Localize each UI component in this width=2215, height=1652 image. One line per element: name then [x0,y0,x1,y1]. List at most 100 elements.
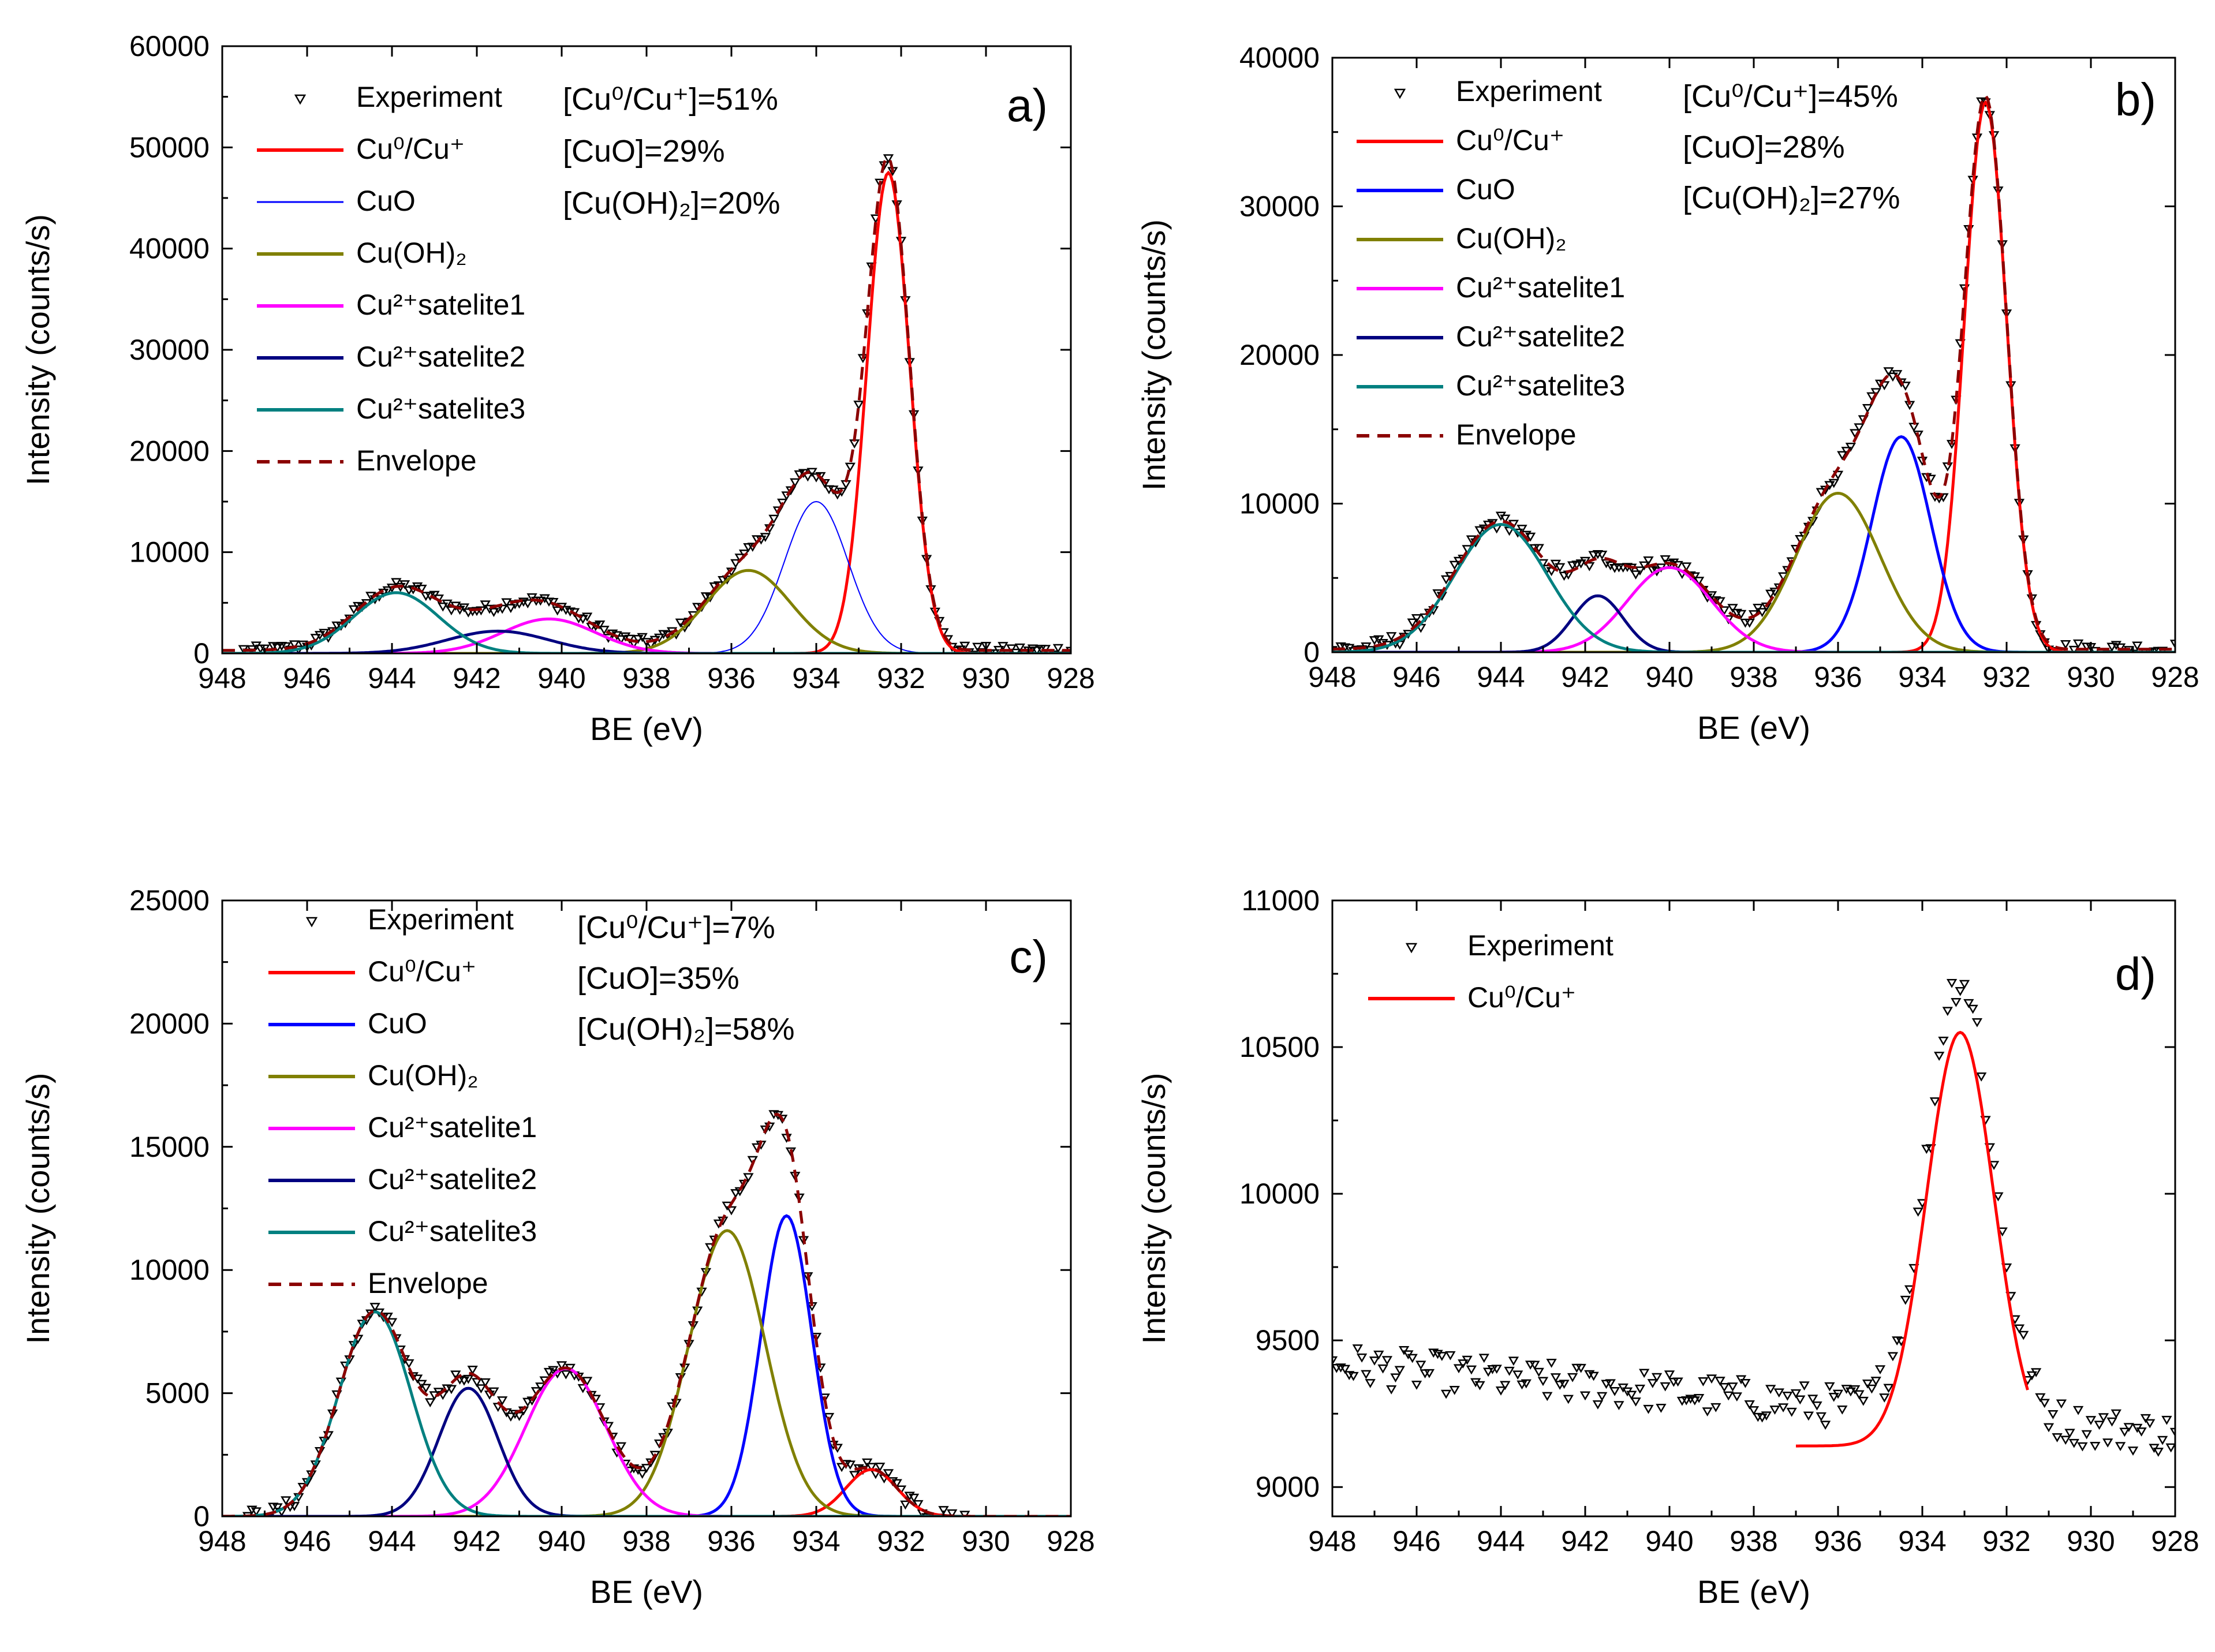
envelope-curve [222,1113,1071,1516]
experiment-point [2039,1399,2050,1408]
experiment-point [1445,1351,1456,1361]
x-tick-label: 936 [1814,1525,1862,1557]
experiment-point [1613,1401,1624,1410]
experiment-point [1458,1359,1469,1369]
experiment-point [1449,560,1460,570]
experiment-point [408,1372,419,1381]
experiment-point [2035,1393,2046,1403]
x-tick-label: 934 [792,1525,840,1557]
experiment-point [1474,526,1485,536]
x-tick-label: 948 [1308,661,1356,693]
experiment-point [1913,1208,1923,1217]
experiment-point [1807,1395,1818,1404]
experiment-point [1710,1403,1721,1412]
experiment-point [1777,1403,1789,1412]
experiment-point [577,615,588,624]
experiment-point [1971,1018,1983,1027]
experiment-point [1651,1373,1663,1382]
legend-entry: Cu²⁺satelite2 [356,341,525,373]
experiment-point [615,635,627,645]
experiment-point [1466,1365,1477,1375]
experiment-point [1542,1392,1553,1401]
experiment-point [1693,577,1705,586]
x-tick-label: 936 [707,662,755,694]
experiment-point [2072,639,2084,649]
x-tick-label: 936 [1814,661,1862,693]
experiment-point [1870,388,1881,398]
experiment-point [2052,1433,2063,1442]
experiment-point [1407,618,1418,628]
y-tick-label: 15000 [129,1131,210,1163]
experiment-point [1845,443,1857,452]
experiment-point [853,401,864,410]
experiment-point [2081,1430,2092,1440]
experiment-point [1715,1377,1725,1386]
experiment-point [836,1463,847,1472]
y-axis-label: Intensity (counts/s) [1135,1073,1172,1344]
component-curve [1332,522,2175,652]
experiment-point [509,1410,521,1419]
experiment-point [1546,1359,1557,1368]
x-tick-label: 936 [707,1525,755,1557]
experiment-point [289,1502,300,1511]
legend-entry: Experiment [368,903,514,936]
y-tick-label: 0 [193,637,210,670]
experiment-point [1533,1367,1544,1377]
experiment-point [514,1412,525,1421]
experiment-point [947,1509,958,1516]
experiment-point [1854,1390,1865,1400]
x-tick-label: 948 [1308,1525,1356,1557]
experiment-point [463,1374,474,1384]
experiment-point [2068,1438,2079,1448]
experiment-point [989,649,1000,653]
experiment-point [552,606,563,616]
experiment-point [281,1496,292,1505]
experiment-point [1765,1385,1776,1394]
legend-entry: CuO [368,1007,427,1040]
experiment-point [1706,1374,1717,1384]
experiment-point [1883,1384,1894,1393]
experiment-point [1521,1379,1532,1389]
y-tick-label: 10500 [1239,1031,1320,1063]
x-tick-label: 944 [368,662,416,694]
experiment-point [2048,1410,2059,1419]
experiment-point [777,498,788,508]
y-tick-label: 30000 [1239,190,1320,223]
experiment-point [862,1458,873,1468]
experiment-point [875,1463,886,1472]
experiment-point [1879,381,1890,391]
envelope-curve [1332,93,2175,651]
experiment-point [2136,1427,2147,1437]
experiment-point [900,1500,911,1510]
legend-entry: Cu(OH)₂ [368,1059,479,1092]
experiment-point [1352,1344,1363,1354]
experiment-point [1727,604,1738,613]
x-tick-label: 930 [962,662,1010,694]
experiment-point [1698,1377,1709,1386]
experiment-point [2157,1436,2168,1445]
experiment-point [2140,1414,2151,1423]
experiment-point [1955,986,1966,996]
experiment-point [1440,1389,1452,1399]
experiment-point [1879,1393,1890,1403]
component-curve [1796,1030,2029,1448]
experiment-point [1478,1354,1489,1363]
experiment-point [760,1125,771,1135]
experiment-point [810,1333,822,1342]
experiment-point [633,634,644,644]
x-axis-label: BE (eV) [590,711,703,747]
experiment-point [2018,1330,2029,1340]
experiment-point [1976,1072,1987,1082]
experiment-point [1773,1388,1784,1398]
experiment-point [1500,1381,1511,1391]
legend-entry: Envelope [1456,418,1577,451]
experiment-point [404,1359,414,1369]
experiment-point [1407,1354,1418,1363]
legend-entry: Cu²⁺satelite1 [1456,271,1625,304]
experiment-point [1681,562,1692,572]
experiment-point [424,1398,436,1408]
legend: Experiment Cu⁰/Cu⁺ CuO Cu(OH)₂ Cu²⁺satelite1… [1357,75,1625,451]
x-tick-label: 932 [877,1525,925,1557]
experiment-point [1537,1377,1549,1386]
experiment-point [2153,1448,2164,1457]
